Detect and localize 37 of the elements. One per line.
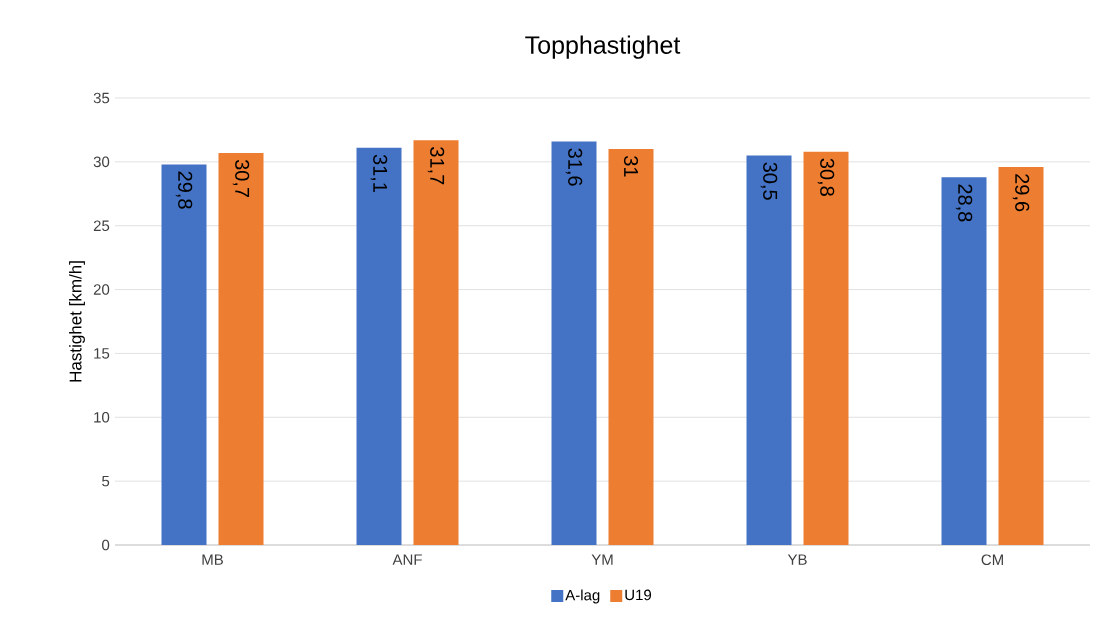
data-label: 28,8 bbox=[955, 184, 973, 222]
x-tick-label: YM bbox=[591, 554, 613, 565]
x-tick-label: MB bbox=[202, 554, 223, 565]
chart-title: Topphastighet bbox=[525, 35, 681, 59]
bar bbox=[608, 149, 654, 545]
data-label: 31,6 bbox=[565, 148, 583, 186]
y-tick-label: 20 bbox=[93, 284, 110, 295]
bar bbox=[998, 166, 1044, 545]
data-label: 30,5 bbox=[760, 162, 778, 200]
data-label: 30,8 bbox=[817, 158, 835, 196]
y-tick-label: 35 bbox=[93, 92, 110, 104]
y-tick-label: 10 bbox=[94, 411, 110, 423]
bar bbox=[356, 147, 402, 545]
data-label: 31,7 bbox=[427, 147, 445, 185]
y-tick-label: 15 bbox=[94, 348, 110, 359]
legend-label: U19 bbox=[625, 589, 652, 601]
bar bbox=[413, 140, 459, 545]
y-tick-label: 5 bbox=[102, 475, 110, 487]
y-axis-title: Hastighet [km/h] bbox=[69, 261, 85, 382]
data-label: 31 bbox=[623, 156, 639, 177]
data-label: 30,7 bbox=[232, 159, 250, 198]
bar bbox=[218, 152, 264, 545]
bar bbox=[941, 177, 987, 545]
x-tick-label: ANF bbox=[392, 554, 422, 565]
data-label: 29,6 bbox=[1012, 174, 1030, 212]
y-tick-label: 0 bbox=[102, 539, 110, 551]
legend-label: A-lag bbox=[565, 589, 600, 604]
x-tick-label: YB bbox=[787, 554, 807, 565]
bar bbox=[551, 141, 597, 545]
bar bbox=[803, 151, 849, 545]
y-tick-label: 30 bbox=[93, 156, 110, 168]
data-label: 31,1 bbox=[370, 154, 388, 192]
x-tick-label: CM bbox=[981, 554, 1003, 566]
data-label: 29,8 bbox=[175, 171, 193, 209]
y-tick-label: 25 bbox=[93, 220, 110, 232]
bar bbox=[161, 164, 207, 545]
bar bbox=[746, 155, 792, 545]
